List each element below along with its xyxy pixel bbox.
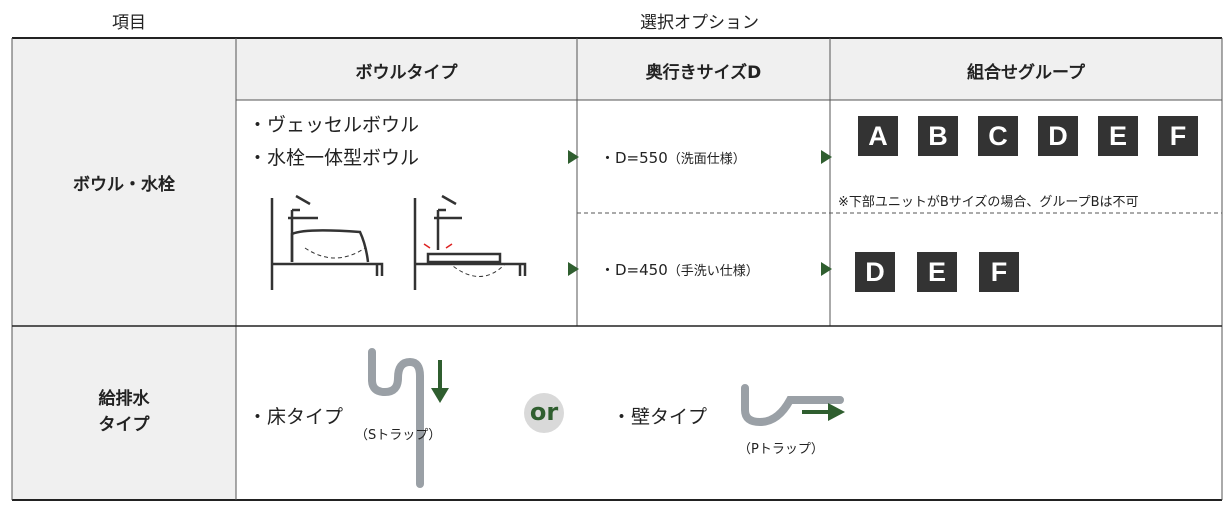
trap-type: （Pトラップ） (738, 442, 824, 457)
depth-size: ・D=550 (600, 149, 668, 167)
group-box: E (1098, 116, 1138, 156)
header-item: 項目 (112, 13, 146, 33)
row-label: ボウル・水栓 (73, 175, 175, 195)
note: ※下部ユニットがBサイズの場合、グループBは不可 (838, 195, 1139, 210)
row-label-line: タイプ (98, 415, 150, 435)
depth-option: ・D=550（洗面仕様） (600, 147, 746, 168)
group-box: C (978, 116, 1018, 156)
depth-use: （手洗い仕様） (667, 264, 759, 279)
group-box: F (1158, 116, 1198, 156)
header-options: 選択オプション (640, 13, 759, 33)
group-box: D (855, 252, 895, 292)
group-box: A (858, 116, 898, 156)
arrow (568, 262, 579, 276)
group-box: B (918, 116, 958, 156)
arrow (821, 150, 832, 164)
drain-option: ・床タイプ (248, 406, 344, 428)
depth-option: ・D=450（手洗い仕様） (600, 259, 759, 280)
arrow (821, 262, 832, 276)
bowl-type: ・ヴェッセルボウル (248, 114, 420, 136)
group-box: F (979, 252, 1019, 292)
column-header: 組合せグループ (967, 63, 1085, 83)
group-box: D (1038, 116, 1078, 156)
depth-use: （洗面仕様） (667, 152, 746, 167)
bowl-type: ・水栓一体型ボウル (248, 147, 420, 169)
arrow (568, 150, 579, 164)
row-label-line: 給排水 (98, 389, 150, 409)
separator: or (529, 398, 559, 426)
row-label: 給排水 タイプ (12, 386, 236, 438)
column-header: 奥行きサイズD (645, 63, 762, 83)
column-header: ボウルタイプ (355, 63, 458, 83)
drain-option: ・壁タイプ (612, 406, 708, 428)
depth-size: ・D=450 (600, 261, 668, 279)
group-box: E (917, 252, 957, 292)
trap-type: （Sトラップ） (355, 428, 442, 443)
